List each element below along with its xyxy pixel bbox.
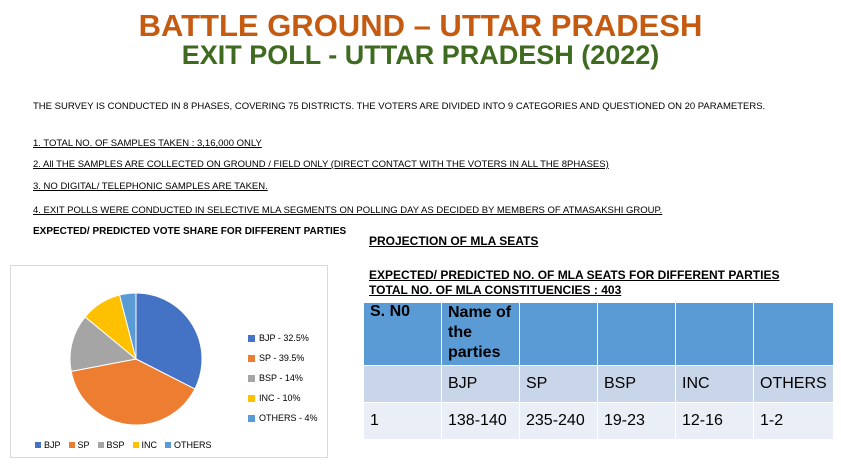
legend-label: SP — [77, 440, 90, 450]
legend-item: BSP - 14% — [248, 368, 318, 388]
legend-swatch — [97, 442, 104, 448]
legend-label: BJP - 32.5% — [259, 333, 309, 343]
pie-slice-sp — [70, 358, 196, 426]
chart-legend-right: BJP - 32.5% SP - 39.5% BSP - 14% INC - 10% O… — [248, 328, 318, 428]
legend-item: BJP - 32.5% — [248, 328, 318, 348]
vote-share-chart: BJP - 32.5% SP - 39.5% BSP - 14% INC - 10% O… — [10, 265, 328, 458]
bottom-legend-item: OTHERS — [165, 440, 212, 450]
pie-slice-others — [118, 292, 137, 360]
table-row: 1 138-140 235-240 19-23 12-16 1-2 — [363, 402, 834, 440]
point-4: 4. EXIT POLLS WERE CONDUCTED IN SELECTIV… — [33, 205, 663, 216]
legend-swatch — [68, 442, 75, 448]
table-cell: 138-140 — [441, 402, 520, 440]
legend-label: OTHERS - 4% — [259, 413, 318, 423]
header-cell: S. N0 — [363, 302, 442, 366]
header-cell: Name of the parties — [441, 302, 520, 366]
projection-heading: PROJECTION OF MLA SEATS — [369, 234, 539, 248]
point-2: 2. All THE SAMPLES ARE COLLECTED ON GROU… — [33, 159, 609, 170]
legend-item: INC - 10% — [248, 388, 318, 408]
legend-label: OTHERS — [174, 440, 212, 450]
table-cell: BSP — [597, 365, 676, 403]
legend-item: OTHERS - 4% — [248, 408, 318, 428]
legend-item: SP - 39.5% — [248, 348, 318, 368]
seats-table: S. N0 Name of the parties BJP SP BSP INC… — [363, 302, 834, 440]
legend-swatch — [248, 414, 255, 422]
survey-intro: THE SURVEY IS CONDUCTED IN 8 PHASES, COV… — [33, 101, 766, 112]
table-cell: BJP — [441, 365, 520, 403]
table-cell: 12-16 — [675, 402, 754, 440]
bottom-legend-item: SP — [68, 440, 90, 450]
seats-heading: EXPECTED/ PREDICTED NO. OF MLA SEATS FOR… — [369, 268, 780, 282]
bottom-legend-item: BSP — [97, 440, 125, 450]
legend-label: BSP — [106, 440, 125, 450]
table-cell: 19-23 — [597, 402, 676, 440]
legend-swatch — [165, 442, 172, 448]
table-header-row: S. N0 Name of the parties — [363, 302, 834, 366]
legend-swatch — [248, 374, 255, 382]
pie-slice-bjp — [135, 292, 203, 390]
point-3: 3. NO DIGITAL/ TELEPHONIC SAMPLES ARE TA… — [33, 181, 268, 192]
page-title: BATTLE GROUND – UTTAR PRADESH — [138, 8, 703, 43]
table-cell: SP — [519, 365, 598, 403]
legend-label: INC — [141, 440, 158, 450]
table-cell: INC — [675, 365, 754, 403]
bottom-legend-item: BJP — [35, 440, 61, 450]
table-cell — [363, 365, 442, 403]
pie-svg — [69, 292, 203, 426]
table-cell: 235-240 — [519, 402, 598, 440]
legend-label: BSP - 14% — [259, 373, 303, 383]
legend-swatch — [35, 442, 41, 448]
bottom-legend-item: INC — [132, 440, 158, 450]
table-cell: 1 — [363, 402, 442, 440]
header-cell — [675, 302, 754, 366]
vote-share-heading: EXPECTED/ PREDICTED VOTE SHARE FOR DIFFE… — [33, 226, 347, 237]
pie-slice-bsp — [69, 316, 138, 372]
header-cell — [753, 302, 834, 366]
legend-label: INC - 10% — [259, 393, 301, 403]
legend-swatch — [248, 334, 255, 342]
legend-swatch — [248, 354, 255, 362]
table-row: BJP SP BSP INC OTHERS — [363, 365, 834, 403]
legend-label: SP - 39.5% — [259, 353, 305, 363]
chart-legend-bottom: BJP SP BSP INC OTHERS — [35, 440, 220, 450]
legend-label: BJP — [44, 440, 61, 450]
legend-swatch — [248, 394, 255, 402]
point-1: 1. TOTAL NO. OF SAMPLES TAKEN : 3,16,000… — [33, 138, 262, 149]
page-subtitle: EXIT POLL - UTTAR PRADESH (2022) — [181, 40, 660, 70]
legend-swatch — [132, 442, 139, 448]
constituencies-count: TOTAL NO. OF MLA CONSTITUENCIES : 403 — [369, 283, 622, 297]
header-cell — [519, 302, 598, 366]
table-cell: 1-2 — [753, 402, 834, 440]
table-cell: OTHERS — [753, 365, 834, 403]
header-cell — [597, 302, 676, 366]
